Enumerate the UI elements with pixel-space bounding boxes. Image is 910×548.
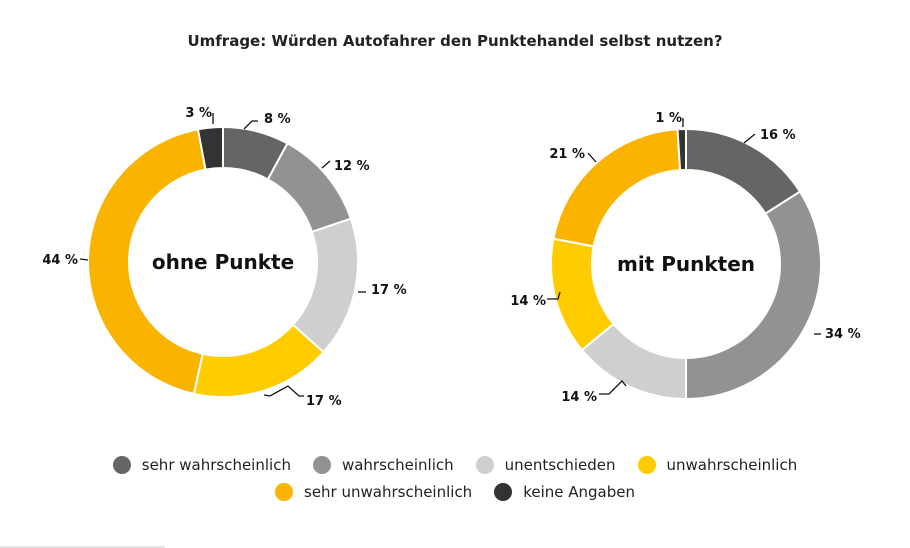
donut-ohne-punkte: ohne Punkte 8 % 12 % 17 % 17 % 44 % 3 % [42,106,406,409]
donut-mit-punkten: mit Punkten 16 % 34 % 14 % 14 % 21 % 1 % [510,111,860,405]
legend-item: keine Angaben [494,483,635,501]
slice-value-label: 17 % [371,283,407,298]
slice-value-label: 12 % [334,159,370,174]
legend-swatch [494,483,513,501]
legend-item: unwahrscheinlich [637,456,798,474]
legend-item: sehr wahrscheinlich [112,456,291,474]
donut-center-label: mit Punkten [617,252,755,276]
slice-value-label: 1 % [655,111,682,126]
slice-value-label: 16 % [760,128,796,143]
legend-item: wahrscheinlich [312,456,454,474]
leader-line [263,385,304,397]
leader-line [743,133,756,144]
legend-label: keine Angaben [523,483,635,501]
slice-value-label: 14 % [510,294,546,309]
legend-swatch [275,483,293,501]
legend-item: sehr unwahrscheinlich [275,483,472,501]
slice-value-label: 34 % [825,327,861,342]
legend-label: unwahrscheinlich [666,456,798,474]
legend-item: unentschieden [475,456,616,474]
donut-center-label: ohne Punkte [152,250,294,274]
legend-swatch [312,456,331,474]
slice-value-label: 8 % [264,112,291,127]
leader-line [79,258,89,261]
leader-line [587,152,597,163]
slice-value-label: 14 % [561,390,597,405]
legend-swatch [637,456,656,474]
slice-value-label: 44 % [42,253,78,268]
slice-value-label: 17 % [306,394,342,409]
slice-value-label: 21 % [549,147,585,162]
donut-slice [266,142,353,234]
legend-swatch [112,456,131,474]
donut-charts: ohne Punkte 8 % 12 % 17 % 17 % 44 % 3 % mit Pu… [42,106,860,409]
leader-line [321,160,331,169]
donut-slice [196,125,224,171]
donut-slice [685,190,822,401]
legend-label: sehr wahrscheinlich [141,456,291,474]
leader-line [243,120,258,130]
legend-label: unentschieden [504,456,616,474]
donut-slice [87,128,207,396]
donut-slice [676,127,687,172]
divider [0,546,165,548]
legend-row-2: sehr unwahrscheinlich keine Angaben [0,483,910,501]
leader-line [599,380,627,395]
legend-label: wahrscheinlich [341,456,454,474]
leader-line [547,291,561,300]
legend: sehr wahrscheinlich wahrscheinlich unent… [0,456,910,510]
donut-slice [291,217,359,354]
legend-row-1: sehr wahrscheinlich wahrscheinlich unent… [0,456,910,474]
chart-title: Umfrage: Würden Autofahrer den Punktehan… [187,32,723,50]
legend-label: sehr unwahrscheinlich [304,483,473,501]
slice-value-label: 3 % [185,106,212,121]
legend-swatch [475,456,494,474]
donut-slice [192,323,325,398]
